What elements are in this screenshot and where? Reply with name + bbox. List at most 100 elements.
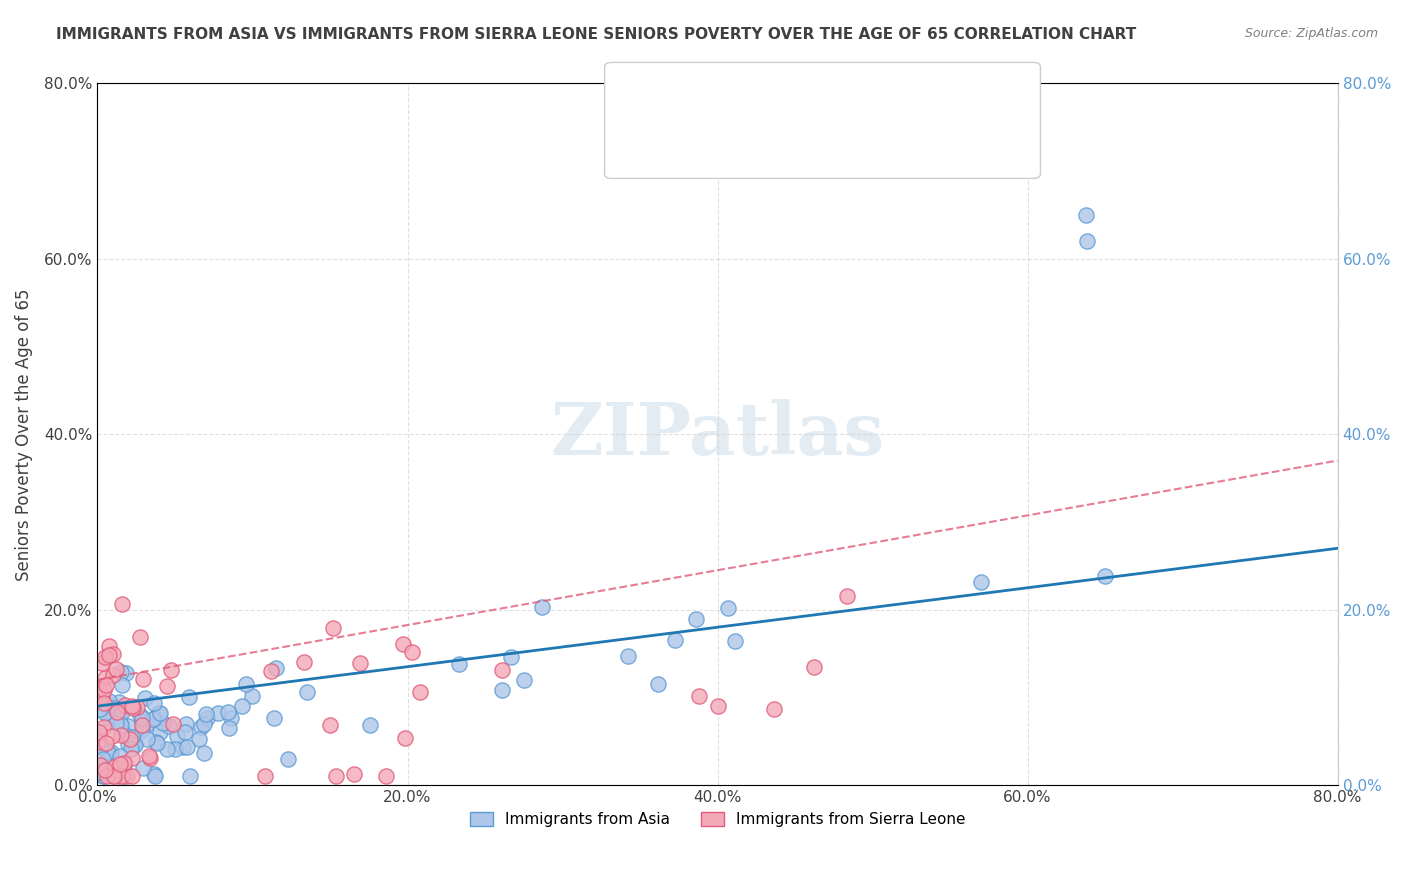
Point: [107, 769, 129, 783]
Point: [146, 736, 169, 750]
Point: [349, 657, 371, 671]
Point: [122, 701, 145, 715]
Point: [115, 666, 138, 681]
Point: [111, 769, 134, 783]
Point: [110, 665, 132, 680]
Point: [93, 763, 115, 777]
Point: [122, 736, 145, 750]
Point: [176, 739, 198, 754]
Point: [111, 705, 134, 719]
Point: [359, 717, 381, 731]
Point: [157, 719, 180, 733]
Point: [277, 752, 299, 766]
Point: [121, 738, 143, 752]
Point: [174, 716, 197, 731]
Point: [401, 644, 423, 658]
Point: [114, 698, 136, 713]
Point: [179, 769, 201, 783]
Point: [242, 690, 264, 704]
Point: [112, 769, 135, 783]
Point: [193, 717, 215, 731]
Point: [409, 684, 432, 698]
Point: [664, 633, 686, 648]
Point: [172, 739, 194, 754]
Point: [142, 696, 165, 710]
Point: [97, 710, 120, 724]
Point: [318, 718, 340, 732]
Point: [207, 706, 229, 720]
Point: [135, 731, 157, 746]
Point: [156, 742, 179, 756]
Point: [132, 672, 155, 686]
Point: [105, 705, 128, 719]
Point: [100, 745, 122, 759]
Point: [1094, 568, 1116, 582]
Text: ZIPatlas: ZIPatlas: [551, 399, 884, 470]
Point: [132, 761, 155, 775]
Point: [98, 648, 121, 662]
Point: [115, 769, 138, 783]
Point: [187, 732, 209, 747]
Point: [1076, 235, 1098, 249]
Point: [87, 680, 110, 694]
Point: [89, 740, 111, 755]
Point: [166, 729, 188, 743]
Point: [108, 749, 131, 764]
Point: [129, 630, 152, 644]
Point: [89, 765, 111, 780]
Point: [235, 676, 257, 690]
Point: [94, 706, 117, 720]
Point: [688, 689, 710, 703]
Point: [142, 711, 165, 725]
Point: [707, 699, 730, 714]
Point: [93, 683, 115, 698]
Point: [131, 723, 153, 737]
Point: [131, 714, 153, 729]
Point: [148, 706, 170, 721]
Point: [89, 702, 111, 716]
Point: [96, 769, 118, 783]
Point: [173, 725, 195, 739]
Point: [108, 695, 131, 709]
Point: [105, 716, 128, 731]
Point: [96, 745, 118, 759]
Point: [118, 731, 141, 746]
Point: [96, 735, 118, 749]
Point: [121, 730, 143, 744]
Point: [513, 673, 536, 687]
Point: [103, 769, 125, 783]
Legend: Immigrants from Asia, Immigrants from Sierra Leone: Immigrants from Asia, Immigrants from Si…: [464, 806, 972, 834]
Point: [134, 690, 156, 705]
Point: [142, 712, 165, 726]
Point: [143, 767, 166, 781]
Point: [391, 637, 413, 651]
Point: [93, 720, 115, 734]
Point: [91, 656, 114, 670]
Point: [87, 735, 110, 749]
Point: [94, 649, 117, 664]
Point: [617, 648, 640, 663]
Point: [87, 727, 110, 741]
Point: [104, 701, 127, 715]
Point: [491, 664, 513, 678]
Point: [131, 718, 153, 732]
Point: [94, 678, 117, 692]
Point: [195, 711, 218, 725]
Point: [165, 741, 187, 756]
Point: [447, 657, 470, 671]
Point: [110, 756, 132, 771]
Point: [835, 590, 858, 604]
Point: [375, 769, 398, 783]
Point: [94, 671, 117, 685]
Point: [111, 678, 134, 692]
Text: Source: ZipAtlas.com: Source: ZipAtlas.com: [1244, 27, 1378, 40]
Point: [149, 725, 172, 739]
Point: [93, 696, 115, 710]
Point: [803, 660, 825, 674]
Text: R =  0.090   N =  66: R = 0.090 N = 66: [668, 128, 868, 145]
Point: [129, 708, 152, 723]
Point: [91, 752, 114, 766]
Point: [89, 758, 111, 772]
Point: [177, 690, 200, 704]
Point: [131, 710, 153, 724]
